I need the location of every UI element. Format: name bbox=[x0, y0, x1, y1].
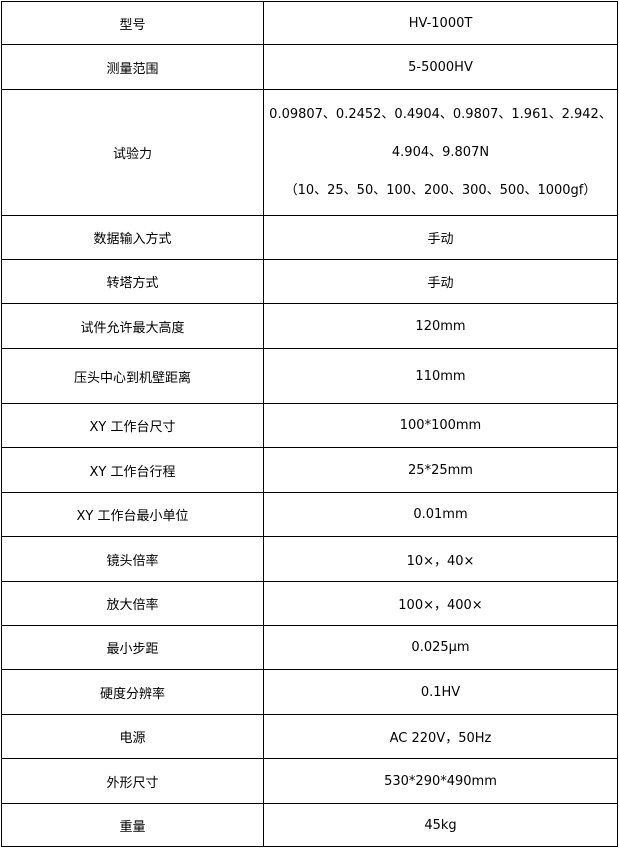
spec-value: 10×，40× bbox=[263, 536, 618, 582]
table-row: 电源 AC 220V，50Hz bbox=[1, 714, 618, 759]
spec-label: 压头中心到机壁距离 bbox=[1, 348, 264, 404]
table-row: 外形尺寸 530*290*490mm bbox=[1, 758, 618, 804]
spec-label: XY 工作台尺寸 bbox=[1, 403, 264, 448]
table-row: 数据输入方式 手动 bbox=[1, 215, 618, 260]
spec-value: 100×，400× bbox=[263, 581, 618, 626]
table-row: 镜头倍率 10×，40× bbox=[1, 536, 618, 582]
spec-label: 电源 bbox=[1, 714, 264, 759]
spec-value: 25*25mm bbox=[263, 447, 618, 493]
table-row: 最小步距 0.025μm bbox=[1, 625, 618, 670]
table-row: 重量 45kg bbox=[1, 803, 618, 847]
table-row: 试件允许最大高度 120mm bbox=[1, 303, 618, 349]
table-row: 试验力 0.09807、0.2452、0.4904、0.9807、1.961、2.… bbox=[1, 89, 618, 216]
spec-value: HV-1000T bbox=[263, 1, 618, 45]
spec-label: 最小步距 bbox=[1, 625, 264, 670]
table-row: 压头中心到机壁距离 110mm bbox=[1, 348, 618, 404]
table-row: 硬度分辨率 0.1HV bbox=[1, 669, 618, 715]
spec-label: 镜头倍率 bbox=[1, 536, 264, 582]
spec-value: 手动 bbox=[263, 259, 618, 304]
table-row: 测量范围 5-5000HV bbox=[1, 44, 618, 90]
spec-value: 120mm bbox=[263, 303, 618, 349]
spec-label: 测量范围 bbox=[1, 44, 264, 90]
spec-value: 100*100mm bbox=[263, 403, 618, 448]
spec-label: XY 工作台最小单位 bbox=[1, 492, 264, 537]
table-row: 放大倍率 100×，400× bbox=[1, 581, 618, 626]
spec-label: 转塔方式 bbox=[1, 259, 264, 304]
spec-value: 530*290*490mm bbox=[263, 758, 618, 804]
spec-value: 0.1HV bbox=[263, 669, 618, 715]
spec-value: 110mm bbox=[263, 348, 618, 404]
spec-label: 试验力 bbox=[1, 89, 264, 216]
table-row: 转塔方式 手动 bbox=[1, 259, 618, 304]
spec-label: 重量 bbox=[1, 803, 264, 847]
table-row: 型号 HV-1000T bbox=[1, 1, 618, 45]
spec-label: 数据输入方式 bbox=[1, 215, 264, 260]
spec-label: XY 工作台行程 bbox=[1, 447, 264, 493]
spec-label: 外形尺寸 bbox=[1, 758, 264, 804]
spec-value: 0.025μm bbox=[263, 625, 618, 670]
table-row: XY 工作台行程 25*25mm bbox=[1, 447, 618, 493]
spec-value: 0.09807、0.2452、0.4904、0.9807、1.961、2.942… bbox=[263, 89, 618, 216]
spec-value-line: 0.09807、0.2452、0.4904、0.9807、1.961、2.942… bbox=[269, 106, 612, 122]
table-row: XY 工作台尺寸 100*100mm bbox=[1, 403, 618, 448]
spec-value: AC 220V，50Hz bbox=[263, 714, 618, 759]
table-row: XY 工作台最小单位 0.01mm bbox=[1, 492, 618, 537]
spec-label: 试件允许最大高度 bbox=[1, 303, 264, 349]
spec-value-line: 4.904、9.807N bbox=[391, 144, 490, 160]
spec-value: 45kg bbox=[263, 803, 618, 847]
spec-value: 5-5000HV bbox=[263, 44, 618, 90]
spec-value-line: （10、25、50、100、200、300、500、1000gf） bbox=[284, 182, 597, 198]
spec-value: 手动 bbox=[263, 215, 618, 260]
spec-label: 型号 bbox=[1, 1, 264, 45]
spec-label: 硬度分辨率 bbox=[1, 669, 264, 715]
spec-value: 0.01mm bbox=[263, 492, 618, 537]
spec-label: 放大倍率 bbox=[1, 581, 264, 626]
